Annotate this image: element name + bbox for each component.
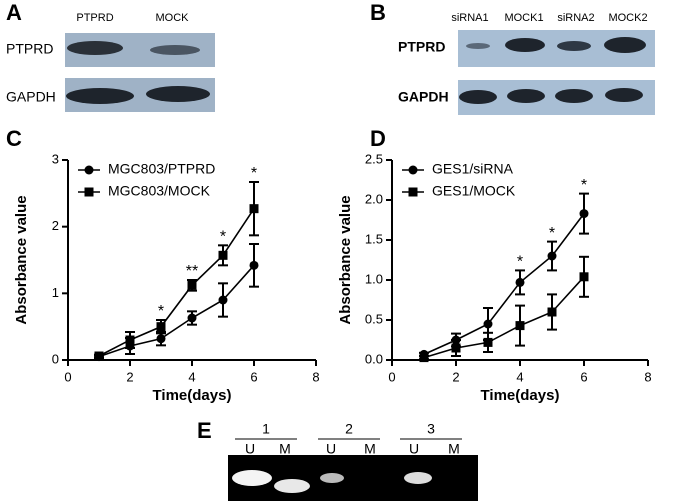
row-label: PTPRD [398,39,445,55]
row-label: PTPRD [6,41,53,57]
marker [483,337,493,347]
column-label: MOCK2 [608,12,647,24]
marker [408,165,418,175]
y-tick-label: 3 [52,151,59,166]
legend-label: GES1/MOCK [432,183,516,199]
marker [579,209,589,219]
marker [579,272,589,282]
annotation: * [220,229,226,246]
marker [84,187,94,197]
x-tick-label: 6 [250,369,257,384]
marker [547,251,557,261]
marker [94,351,104,361]
sublane-label: M [448,441,460,457]
x-tick-label: 4 [188,369,195,384]
x-tick-label: 2 [452,369,459,384]
sublane-label: U [409,441,419,457]
marker [515,321,525,331]
legend-label: GES1/siRNA [432,161,514,177]
marker [249,260,259,270]
lane-label: 1 [262,421,270,437]
legend-label: MGC803/PTPRD [108,161,215,177]
x-tick-label: 8 [312,369,319,384]
x-tick-label: 2 [126,369,133,384]
y-tick-label: 0.0 [365,351,383,366]
column-label: PTPRD [76,12,113,24]
panel-label: D [370,126,386,151]
marker [547,307,557,317]
x-tick-label: 8 [644,369,651,384]
blot [458,30,655,115]
annotation: * [581,177,587,194]
series-line [98,264,255,358]
marker [187,313,197,323]
series-line [423,213,585,356]
blot [65,33,215,112]
column-label: siRNA1 [451,12,488,24]
annotation: * [517,254,523,271]
marker [156,322,166,332]
column-label: siRNA2 [557,12,594,24]
x-tick-label: 0 [388,369,395,384]
marker [451,343,461,353]
sublane-label: M [279,441,291,457]
legend-label: MGC803/MOCK [108,183,211,199]
x-tick-label: 0 [64,369,71,384]
annotation: * [158,303,164,320]
x-axis-label: Time(days) [153,387,232,404]
y-tick-label: 2.0 [365,191,383,206]
x-tick-label: 6 [580,369,587,384]
gel [228,438,478,501]
marker [515,277,525,287]
sublane-label: U [245,441,255,457]
sublane-label: U [326,441,336,457]
panel-label: C [6,126,22,151]
marker [125,335,135,345]
marker [249,204,259,214]
marker [218,250,228,260]
marker [84,165,94,175]
column-label: MOCK1 [504,12,543,24]
annotation: * [251,165,257,182]
row-label: GAPDH [398,89,449,105]
marker [408,187,418,197]
marker [483,319,493,329]
lane-label: 3 [427,421,435,437]
y-tick-label: 2.5 [365,151,383,166]
row-label: GAPDH [6,89,56,105]
lane-label: 2 [345,421,353,437]
panel-label: A [6,0,22,25]
series-line [98,208,255,357]
x-tick-label: 4 [516,369,523,384]
y-tick-label: 0.5 [365,311,383,326]
marker [187,280,197,290]
panel-label: E [197,418,212,443]
column-label: MOCK [156,12,190,24]
y-tick-label: 1.0 [365,271,383,286]
y-tick-label: 0 [52,351,59,366]
y-axis-label: Absorbance value [13,195,30,324]
marker [419,353,429,363]
y-axis-label: Absorbance value [337,195,354,324]
marker [218,295,228,305]
x-axis-label: Time(days) [481,387,560,404]
y-tick-label: 2 [52,218,59,233]
sublane-label: M [364,441,376,457]
panel-label: B [370,0,386,25]
marker [156,334,166,344]
y-tick-label: 1 [52,285,59,300]
series-line [423,276,585,359]
annotation: ** [186,263,198,280]
y-tick-label: 1.5 [365,231,383,246]
annotation: * [549,225,555,242]
